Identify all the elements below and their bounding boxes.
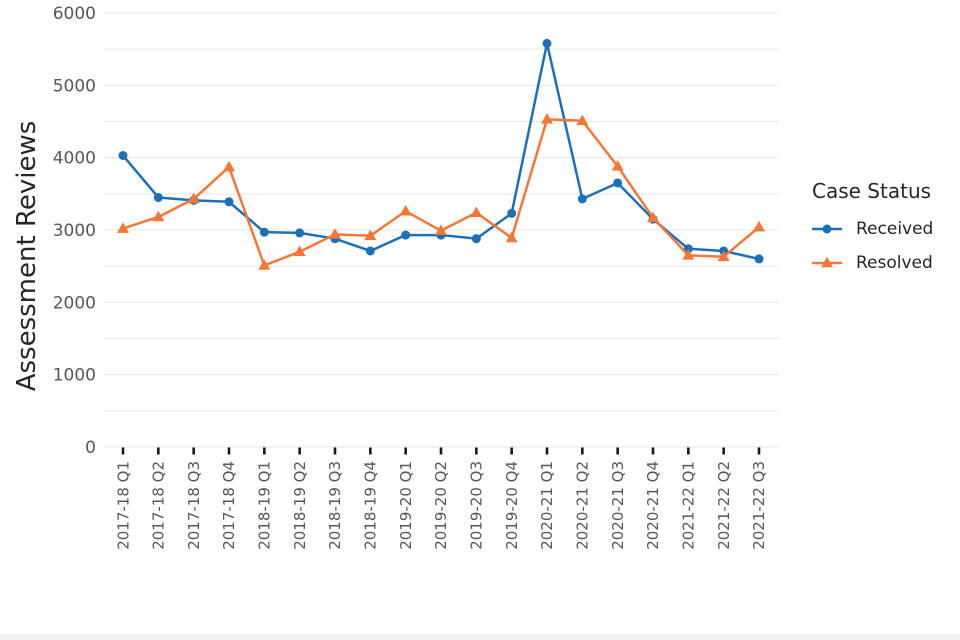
svg-text:2017-18 Q2: 2017-18 Q2: [150, 461, 168, 550]
bottom-gray-bar: [0, 633, 960, 640]
legend-label-resolved: Resolved: [856, 253, 933, 273]
legend-title: Case Status: [812, 179, 932, 203]
resolved-line-triangle-icon: [812, 256, 842, 268]
svg-text:2018-19 Q1: 2018-19 Q1: [256, 461, 274, 550]
svg-text:2017-18 Q1: 2017-18 Q1: [114, 461, 132, 550]
svg-text:2021-22 Q1: 2021-22 Q1: [680, 461, 698, 550]
gridlines: [104, 12, 779, 448]
svg-text:2020-21 Q3: 2020-21 Q3: [609, 461, 627, 550]
svg-text:2019-20 Q3: 2019-20 Q3: [468, 461, 486, 550]
legend-entry-resolved: Resolved: [812, 253, 957, 273]
svg-text:3000: 3000: [53, 221, 96, 241]
received-line-circle-icon: [812, 224, 842, 234]
svg-text:2018-19 Q2: 2018-19 Q2: [291, 461, 309, 550]
svg-text:2018-19 Q4: 2018-19 Q4: [362, 461, 380, 550]
svg-text:2017-18 Q3: 2017-18 Q3: [185, 461, 203, 550]
y-axis-tick-labels: 0 1000 2000 3000 4000 5000 6000: [53, 4, 96, 458]
legend-label-received: Received: [856, 219, 934, 239]
svg-text:2020-21 Q2: 2020-21 Q2: [574, 461, 592, 550]
legend-entry-received: Received: [812, 219, 957, 239]
svg-text:2020-21 Q4: 2020-21 Q4: [644, 461, 662, 550]
x-axis-ticks-and-labels: 2017-18 Q1 2017-18 Q2 2017-18 Q3 2017-18 Q4…: [114, 447, 768, 550]
svg-text:2000: 2000: [53, 293, 96, 313]
svg-text:6000: 6000: [53, 4, 96, 24]
svg-text:0: 0: [85, 438, 96, 458]
svg-text:2019-20 Q4: 2019-20 Q4: [503, 461, 521, 550]
series-resolved: [117, 113, 765, 270]
svg-text:2021-22 Q2: 2021-22 Q2: [715, 461, 733, 550]
svg-text:1000: 1000: [53, 366, 96, 386]
svg-text:2018-19 Q3: 2018-19 Q3: [326, 461, 344, 550]
svg-text:5000: 5000: [53, 76, 96, 96]
y-axis-title: Assessment Reviews: [12, 120, 42, 392]
svg-text:2019-20 Q1: 2019-20 Q1: [397, 461, 415, 550]
svg-text:4000: 4000: [53, 149, 96, 169]
svg-text:2021-22 Q3: 2021-22 Q3: [750, 461, 768, 550]
svg-text:2017-18 Q4: 2017-18 Q4: [220, 461, 238, 550]
svg-text:2019-20 Q2: 2019-20 Q2: [432, 461, 450, 550]
legend: Case Status Received Resolved: [812, 179, 957, 287]
svg-text:2020-21 Q1: 2020-21 Q1: [538, 461, 556, 550]
